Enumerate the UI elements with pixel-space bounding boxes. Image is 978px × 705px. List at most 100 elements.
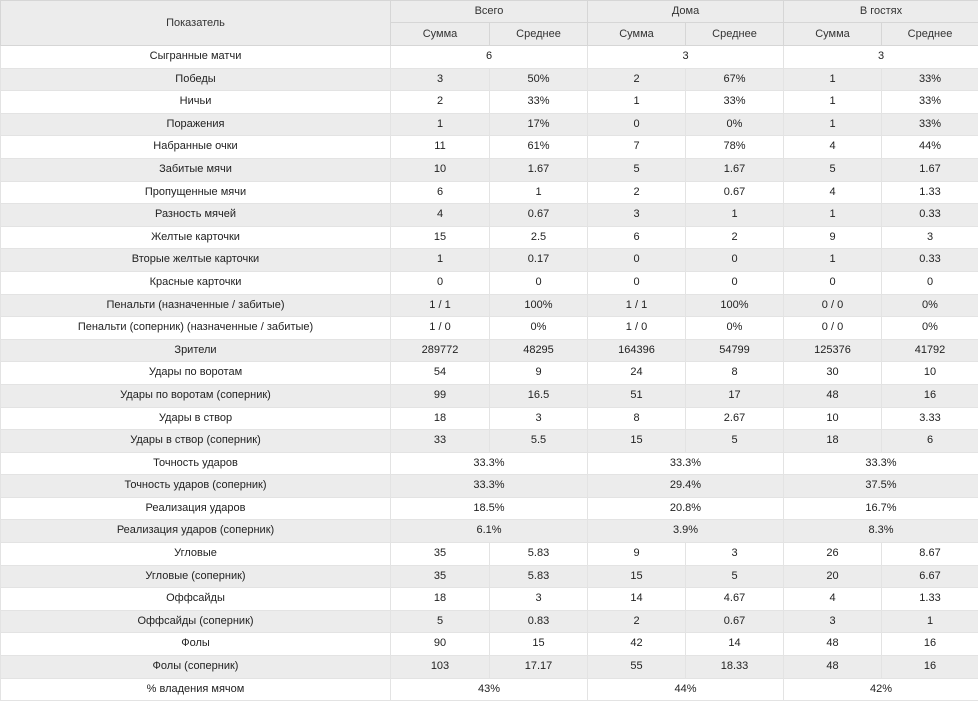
row-label: Оффсайды (соперник) [0, 609, 391, 634]
sum-cell: 24 [587, 361, 686, 385]
table-row: Поражения 1 17% 0 0% 1 33% [0, 112, 978, 137]
row-label: Поражения [0, 112, 391, 137]
header-indicator[interactable]: Показатель [0, 0, 391, 46]
sum-cell: 1 [390, 112, 490, 137]
average-cell: 16 [881, 383, 978, 408]
average-cell: 6 [881, 429, 978, 453]
row-label: Реализация ударов [0, 496, 391, 521]
average-cell: 0.33 [881, 248, 978, 272]
average-cell: 0 [685, 248, 784, 272]
header-avg-home[interactable]: Среднее [685, 22, 784, 46]
row-label: Забитые мячи [0, 157, 391, 182]
row-label: Фолы [0, 632, 391, 657]
table-row: Точность ударов 33.3% 33.3% 33.3% [0, 451, 978, 476]
row-label: Реализация ударов (соперник) [0, 519, 391, 544]
table-row: Забитые мячи 10 1.67 5 1.67 5 1.67 [0, 157, 978, 182]
average-cell: 33% [489, 90, 588, 114]
sum-cell: 18 [390, 406, 490, 431]
header-sum-total[interactable]: Сумма [390, 22, 490, 46]
header-group-away[interactable]: В гостях [783, 0, 978, 23]
row-label: Разность мячей [0, 203, 391, 227]
header-sum-home[interactable]: Сумма [587, 22, 686, 46]
sum-cell: 9 [783, 225, 882, 250]
sum-cell: 35 [390, 564, 490, 589]
table-row: Фолы (соперник) 103 17.17 55 18.33 48 16 [0, 655, 978, 679]
average-cell: 33% [881, 112, 978, 137]
header-avg-away[interactable]: Среднее [881, 22, 978, 46]
average-cell: 2 [685, 225, 784, 250]
average-cell: 3 [489, 406, 588, 431]
value-cell: 37.5% [783, 474, 978, 498]
row-label: Пенальти (соперник) (назначенные / забит… [0, 316, 391, 340]
sum-cell: 54 [390, 361, 490, 385]
row-label: Желтые карточки [0, 225, 391, 250]
row-label: Сыгранные матчи [0, 45, 391, 69]
table-row: Угловые 35 5.83 9 3 26 8.67 [0, 542, 978, 566]
value-cell: 3 [587, 45, 784, 69]
average-cell: 0% [881, 316, 978, 340]
header-avg-total[interactable]: Среднее [489, 22, 588, 46]
sum-cell: 3 [587, 203, 686, 227]
value-cell: 44% [587, 677, 784, 702]
average-cell: 15 [489, 632, 588, 657]
table-row: Удары по воротам 54 9 24 8 30 10 [0, 361, 978, 385]
row-label: Красные карточки [0, 270, 391, 295]
table-header: Показатель Всего Дома В гостях Сумма Сре… [0, 0, 978, 46]
average-cell: 6.67 [881, 564, 978, 589]
average-cell: 17 [685, 383, 784, 408]
sum-cell: 10 [783, 406, 882, 431]
sum-cell: 6 [390, 180, 490, 205]
sum-cell: 18 [783, 429, 882, 453]
average-cell: 0.83 [489, 609, 588, 634]
table-row: Точность ударов (соперник) 33.3% 29.4% 37.5… [0, 474, 978, 498]
average-cell: 50% [489, 67, 588, 92]
table-row: Пропущенные мячи 6 1 2 0.67 4 1.33 [0, 180, 978, 205]
sum-cell: 48 [783, 655, 882, 679]
average-cell: 0% [881, 293, 978, 318]
sum-cell: 1 / 1 [390, 293, 490, 318]
average-cell: 0.17 [489, 248, 588, 272]
value-cell: 33.3% [390, 474, 588, 498]
average-cell: 61% [489, 135, 588, 159]
table-row: Реализация ударов (соперник) 6.1% 3.9% 8.3% [0, 519, 978, 544]
sum-cell: 4 [783, 587, 882, 611]
average-cell: 1 [685, 203, 784, 227]
sum-cell: 9 [587, 542, 686, 566]
row-label: Удары по воротам (соперник) [0, 383, 391, 408]
average-cell: 0.67 [489, 203, 588, 227]
sum-cell: 1 / 0 [587, 316, 686, 340]
row-label: Зрители [0, 338, 391, 363]
table-row: Сыгранные матчи 6 3 3 [0, 45, 978, 69]
header-group-home[interactable]: Дома [587, 0, 784, 23]
sum-cell: 0 / 0 [783, 316, 882, 340]
header-group-total[interactable]: Всего [390, 0, 588, 23]
sum-cell: 48 [783, 383, 882, 408]
sum-cell: 1 / 1 [587, 293, 686, 318]
header-sum-away[interactable]: Сумма [783, 22, 882, 46]
table-row: Разность мячей 4 0.67 3 1 1 0.33 [0, 203, 978, 227]
sum-cell: 2 [390, 90, 490, 114]
average-cell: 8 [685, 361, 784, 385]
value-cell: 33.3% [390, 451, 588, 476]
average-cell: 1.67 [489, 157, 588, 182]
value-cell: 6.1% [390, 519, 588, 544]
average-cell: 100% [489, 293, 588, 318]
sum-cell: 99 [390, 383, 490, 408]
table-row: Пенальти (соперник) (назначенные / забит… [0, 316, 978, 340]
table-row: Оффсайды 18 3 14 4.67 4 1.33 [0, 587, 978, 611]
row-label: Угловые [0, 542, 391, 566]
sum-cell: 1 [587, 90, 686, 114]
row-label: Точность ударов [0, 451, 391, 476]
average-cell: 0% [685, 112, 784, 137]
sum-cell: 10 [390, 157, 490, 182]
sum-cell: 11 [390, 135, 490, 159]
row-label: Удары в створ (соперник) [0, 429, 391, 453]
value-cell: 8.3% [783, 519, 978, 544]
average-cell: 41792 [881, 338, 978, 363]
table-row: Ничьи 2 33% 1 33% 1 33% [0, 90, 978, 114]
average-cell: 0.67 [685, 180, 784, 205]
sum-cell: 1 [783, 248, 882, 272]
average-cell: 0.33 [881, 203, 978, 227]
row-label: Пропущенные мячи [0, 180, 391, 205]
sum-cell: 103 [390, 655, 490, 679]
